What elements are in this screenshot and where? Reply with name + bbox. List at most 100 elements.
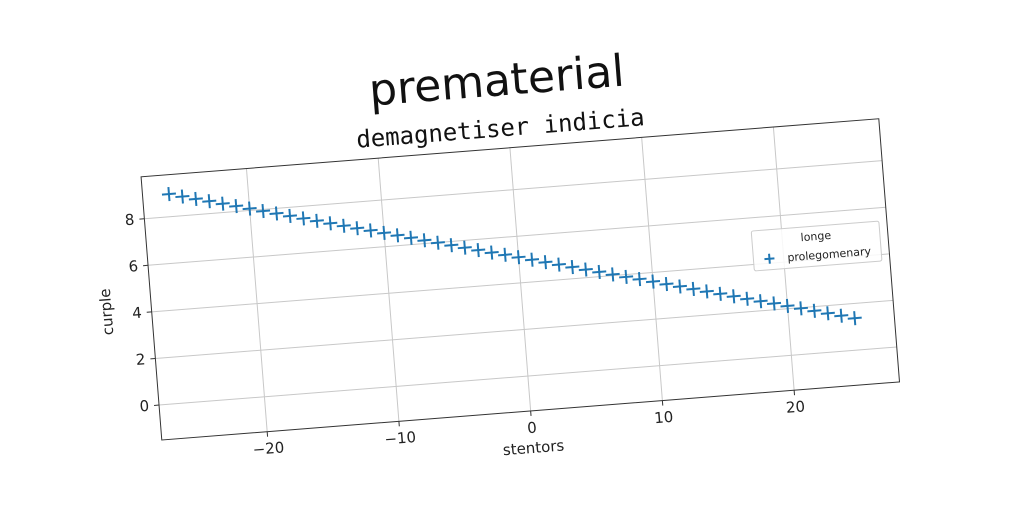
point-stroke-v [718,286,722,301]
data-point [565,260,580,275]
data-point [834,308,849,323]
data-point [551,257,566,272]
data-point [672,279,687,294]
point-stroke-v [449,238,453,253]
point-stroke-v [342,218,346,233]
data-point [242,201,257,216]
point-stroke-v [759,294,763,309]
data-point [296,211,311,226]
x-tick-label: −20 [252,438,285,458]
point-stroke-v [745,291,749,306]
data-point [471,243,486,258]
point-stroke-v [490,245,494,260]
legend-title: longe [800,229,832,244]
legend-marker [764,253,775,264]
point-stroke-v [705,284,709,299]
point-stroke-v [234,199,238,214]
y-tick-label: 8 [124,211,135,230]
data-point [498,247,513,262]
data-point [726,289,741,304]
point-stroke-v [503,247,507,262]
point-stroke-v [638,272,642,287]
point-stroke-v [785,298,790,313]
point-stroke-v [463,240,467,255]
data-point [309,213,324,228]
point-stroke-v [772,296,776,311]
data-point [269,206,284,221]
data-point [524,252,540,267]
point-stroke-v [288,208,292,223]
data-point [417,233,432,248]
y-tick-label: 0 [139,397,150,416]
point-stroke-v [799,301,803,316]
point-stroke-v [369,223,373,238]
data-point [538,255,553,270]
point-stroke-v [167,186,171,202]
point-stroke-v [557,257,561,272]
data-point [659,276,674,292]
data-point [282,208,298,223]
data-point [161,186,176,202]
data-point [686,281,701,296]
data-point [645,274,661,289]
data-point [578,262,593,277]
legend: longe prolegomenary [750,220,883,272]
data-point [256,203,271,219]
y-grid-line [158,346,897,406]
y-tick-label: 4 [132,304,143,323]
point-stroke-v [274,206,279,221]
data-point [175,189,190,204]
data-point [444,238,459,253]
y-grid-line [147,206,886,266]
point-stroke-v [436,235,440,250]
data-point [430,235,445,250]
data-point [619,269,634,284]
data-point [605,267,620,282]
point-stroke-v [624,269,628,284]
point-stroke-v [664,276,669,292]
point-stroke-v [382,225,386,240]
data-point [740,291,755,306]
data-point [592,264,607,280]
data-point [202,194,217,209]
point-stroke-v [301,211,305,226]
point-stroke-v [584,262,588,277]
data-point [377,225,392,240]
x-tick-label: 0 [527,419,538,438]
point-stroke-v [611,267,615,282]
data-point [807,303,822,318]
chart-figure: prematerial demagnetiser indicia −20−100… [96,46,901,459]
point-stroke-v [530,252,534,267]
point-stroke-v [812,303,816,318]
data-point [229,199,244,214]
point-stroke-v [517,250,521,265]
ticks-layer: −20 −10 0 10 20 0 2 4 6 8 [124,211,805,459]
point-stroke-v [261,203,265,219]
point-stroke-v [543,255,547,270]
point-stroke-v [853,311,857,326]
point-stroke-v [207,194,211,209]
legend-marker-v [768,253,771,264]
point-stroke-v [597,264,601,280]
x-tick-label: 20 [785,397,805,416]
point-stroke-v [691,281,695,296]
point-stroke-v [570,260,574,275]
point-stroke-v [180,189,184,204]
data-point [363,223,378,238]
data-point [390,228,405,243]
data-point [753,294,768,309]
data-point [403,230,419,245]
point-stroke-v [409,230,413,245]
point-stroke-v [422,233,426,248]
x-tick-label: −10 [384,428,417,448]
point-stroke-v [395,228,400,243]
x-grid-line [509,147,532,411]
data-point [820,306,835,321]
data-point [350,221,365,236]
x-axis-label: stentors [502,436,565,459]
points-layer [161,186,862,326]
point-stroke-v [355,221,359,236]
y-grid-line [155,299,894,359]
data-point [780,298,795,313]
